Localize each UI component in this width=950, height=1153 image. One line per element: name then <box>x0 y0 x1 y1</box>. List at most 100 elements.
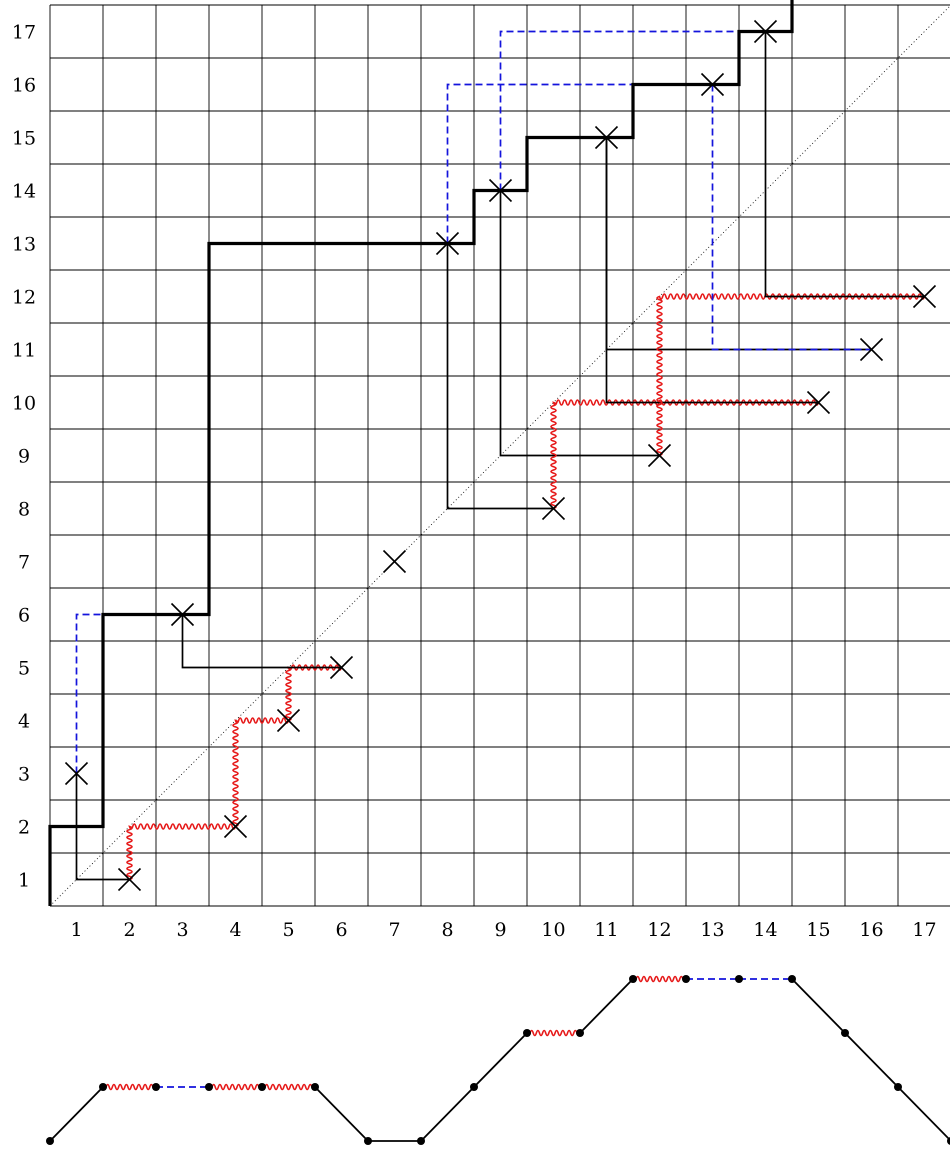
motzkin-node <box>894 1083 902 1091</box>
cross-mark <box>541 496 566 521</box>
x-tick-label: 16 <box>859 919 883 941</box>
arc-wavy <box>232 717 290 828</box>
arc-wavy <box>656 293 926 457</box>
motzkin-node <box>417 1137 425 1145</box>
arc-solid <box>181 614 342 669</box>
motzkin-node <box>735 975 743 983</box>
motzkin-node <box>682 975 690 983</box>
motzkin-step-up <box>579 978 634 1034</box>
x-tick-label: 15 <box>806 919 830 941</box>
arc-solid <box>446 243 554 510</box>
arc-solid <box>764 31 925 298</box>
arc-solid <box>75 773 130 881</box>
cross-mark <box>223 814 248 839</box>
motzkin-step-up <box>420 1086 475 1142</box>
x-tick-label: 5 <box>282 919 294 941</box>
motzkin-node <box>523 1029 531 1037</box>
motzkin-step-up <box>473 1032 528 1088</box>
motzkin-step-down <box>844 1032 899 1088</box>
motzkin-node <box>258 1083 266 1091</box>
arc-wavy <box>126 823 237 881</box>
arc-wavy <box>285 664 343 722</box>
motzkin-node <box>629 975 637 983</box>
motzkin-step-wavy <box>208 1083 263 1091</box>
y-tick-label: 6 <box>18 605 30 627</box>
motzkin-step-down <box>314 1086 369 1142</box>
arc-solid <box>605 137 819 404</box>
motzkin-node <box>576 1029 584 1037</box>
y-tick-label: 17 <box>12 22 36 44</box>
y-tick-label: 2 <box>18 817 30 839</box>
cross-mark <box>912 284 937 309</box>
arc-dashed <box>75 613 183 774</box>
y-tick-label: 16 <box>12 75 36 97</box>
motzkin-step-down <box>791 978 846 1034</box>
cross-mark <box>594 125 619 150</box>
y-tick-label: 1 <box>18 870 30 892</box>
x-tick-label: 11 <box>594 919 618 941</box>
motzkin-step-wavy <box>526 1029 581 1037</box>
motzkin-node <box>46 1137 54 1145</box>
cross-mark <box>753 19 778 44</box>
x-tick-label: 3 <box>176 919 188 941</box>
arc-dashed <box>711 84 872 351</box>
staircase <box>48 0 794 906</box>
x-tick-label: 10 <box>541 919 565 941</box>
y-tick-label: 14 <box>12 181 36 203</box>
motzkin-node <box>311 1083 319 1091</box>
arc-dashed <box>499 30 766 191</box>
y-tick-label: 5 <box>18 658 30 680</box>
cross-mark <box>488 178 513 203</box>
cross-mark <box>859 337 884 362</box>
arc-solid <box>499 190 660 457</box>
cross-mark <box>170 602 195 627</box>
y-tick-label: 8 <box>18 499 30 521</box>
cross-mark <box>647 443 672 468</box>
x-tick-label: 12 <box>647 919 671 941</box>
y-tick-label: 15 <box>12 128 36 150</box>
y-tick-label: 9 <box>18 446 30 468</box>
x-tick-label: 2 <box>123 919 135 941</box>
motzkin-node <box>152 1083 160 1091</box>
crosses <box>64 19 937 892</box>
y-tick-label: 13 <box>12 234 36 256</box>
motzkin-step-wavy <box>261 1083 316 1091</box>
cross-mark <box>117 867 142 892</box>
y-tick-label: 10 <box>12 393 36 415</box>
y-tick-label: 3 <box>18 764 30 786</box>
motzkin-node <box>99 1083 107 1091</box>
cross-mark <box>700 72 725 97</box>
x-tick-label: 9 <box>494 919 506 941</box>
x-tick-label: 7 <box>388 919 400 941</box>
motzkin-node <box>205 1083 213 1091</box>
cross-mark <box>382 549 407 574</box>
cross-mark <box>329 655 354 680</box>
arcs <box>75 30 926 881</box>
motzkin-node <box>788 975 796 983</box>
cross-mark <box>64 761 89 786</box>
cross-mark <box>806 390 831 415</box>
motzkin-node <box>841 1029 849 1037</box>
arc-dashed <box>446 83 713 244</box>
motzkin-step-down <box>897 1086 950 1142</box>
x-tick-label: 6 <box>335 919 347 941</box>
x-tick-label: 4 <box>229 919 241 941</box>
motzkin-node <box>364 1137 372 1145</box>
x-tick-label: 1 <box>70 919 82 941</box>
motzkin-step-up <box>49 1086 104 1142</box>
x-tick-label: 14 <box>753 919 777 941</box>
cross-mark <box>435 231 460 256</box>
motzkin-step-wavy <box>102 1083 157 1091</box>
x-tick-label: 8 <box>441 919 453 941</box>
y-tick-label: 4 <box>18 711 30 733</box>
motzkin-path <box>46 975 950 1145</box>
x-tick-label: 17 <box>912 919 936 941</box>
y-tick-label: 11 <box>12 340 36 362</box>
x-tick-label: 13 <box>700 919 724 941</box>
motzkin-node <box>947 1137 950 1145</box>
motzkin-step-wavy <box>632 975 687 983</box>
x-axis-labels: 1 2 3 4 5 6 7 8 9 10 11 12 13 14 15 16 17 <box>70 919 936 941</box>
arc-wavy <box>550 399 820 510</box>
